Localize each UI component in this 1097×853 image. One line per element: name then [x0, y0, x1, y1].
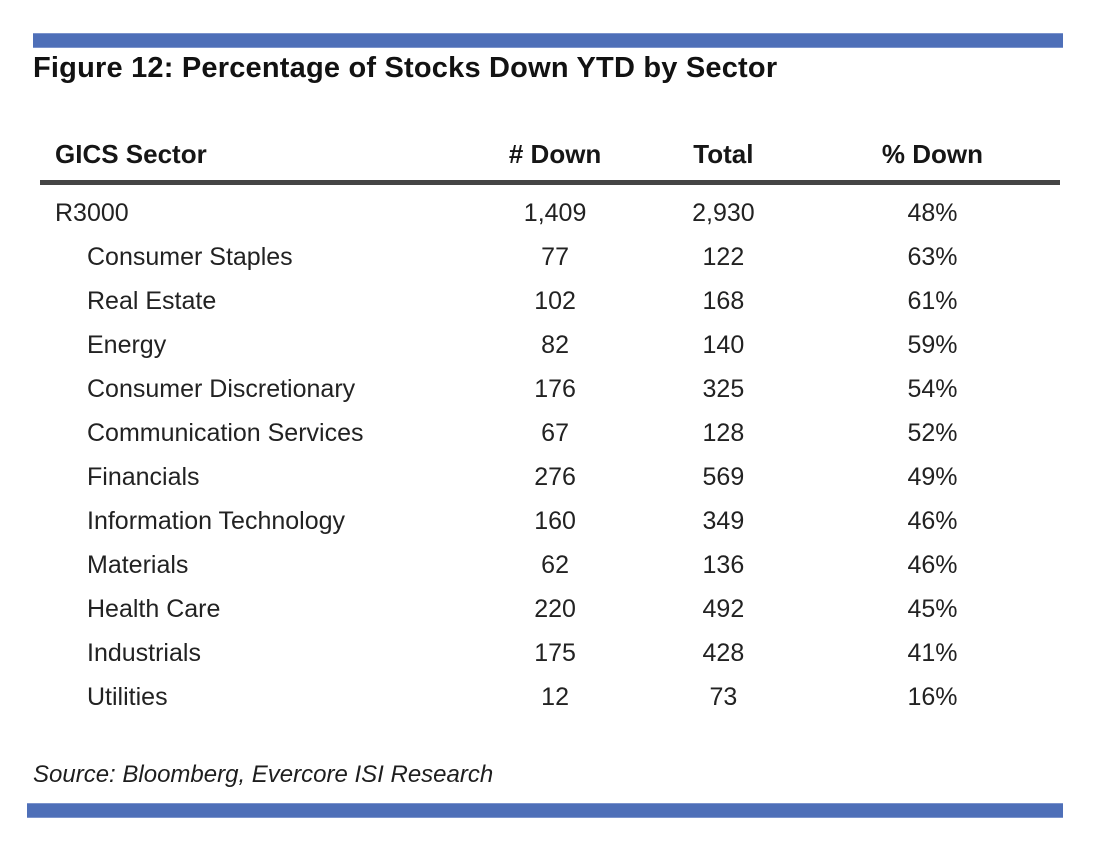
num-down-cell: 82	[541, 330, 569, 359]
total-cell: 128	[702, 418, 745, 447]
table-row: Communication Services 67 128 52%	[40, 411, 1060, 455]
sector-name-cell: Utilities	[87, 682, 168, 711]
bottom-accent-bar	[27, 803, 1063, 818]
total-cell: 168	[702, 286, 745, 315]
pct-down-cell: 54%	[907, 374, 958, 403]
total-cell: 492	[702, 594, 745, 623]
total-cell: 73	[709, 682, 738, 711]
pct-down-cell: 46%	[907, 550, 958, 579]
table-row: Health Care 220 492 45%	[40, 587, 1060, 631]
table-row: Materials 62 136 46%	[40, 543, 1060, 587]
pct-down-cell: 48%	[907, 198, 958, 227]
total-cell: 325	[702, 374, 745, 403]
total-cell: 136	[702, 550, 745, 579]
total-cell: 428	[702, 638, 745, 667]
column-header-gics-sector: GICS Sector	[40, 133, 469, 185]
table-row: R3000 1,409 2,930 48%	[40, 183, 1060, 236]
table-body: R3000 1,409 2,930 48% Consumer Staples 7…	[40, 183, 1060, 720]
pct-down-cell: 45%	[907, 594, 958, 623]
figure-title: Figure 12: Percentage of Stocks Down YTD…	[33, 52, 778, 84]
pct-down-cell: 49%	[907, 462, 958, 491]
table-row: Financials 276 569 49%	[40, 455, 1060, 499]
sector-name-cell: Financials	[87, 462, 200, 491]
sector-name-cell: Health Care	[87, 594, 221, 623]
num-down-cell: 160	[534, 506, 576, 535]
num-down-cell: 77	[541, 242, 569, 271]
table-row: Information Technology 160 349 46%	[40, 499, 1060, 543]
total-cell: 349	[702, 506, 745, 535]
num-down-cell: 67	[541, 418, 569, 447]
num-down-cell: 62	[541, 550, 569, 579]
sector-name-cell: Industrials	[87, 638, 201, 667]
column-header-pct-down: % Down	[804, 133, 1060, 185]
total-cell: 140	[702, 330, 745, 359]
sector-name-cell: Materials	[87, 550, 189, 579]
table-row: Utilities 12 73 16%	[40, 675, 1060, 719]
total-cell: 569	[702, 462, 745, 491]
pct-down-cell: 41%	[907, 638, 958, 667]
total-cell: 122	[702, 242, 745, 271]
table-header-row: GICS Sector # Down Total % Down	[40, 133, 1060, 185]
sector-name-cell: R3000	[55, 198, 129, 227]
source-note: Source: Bloomberg, Evercore ISI Research	[33, 761, 494, 788]
pct-down-cell: 59%	[907, 330, 958, 359]
table-row: Energy 82 140 59%	[40, 323, 1060, 367]
num-down-cell: 220	[534, 594, 576, 623]
top-accent-bar	[33, 33, 1063, 48]
pct-down-cell: 52%	[907, 418, 958, 447]
num-down-cell: 102	[534, 286, 576, 315]
num-down-cell: 176	[534, 374, 576, 403]
table-row: Consumer Staples 77 122 63%	[40, 235, 1060, 279]
sector-name-cell: Real Estate	[87, 286, 217, 315]
num-down-cell: 12	[541, 682, 569, 711]
sector-name-cell: Consumer Discretionary	[87, 374, 356, 403]
sector-name-cell: Energy	[87, 330, 167, 359]
pct-down-cell: 61%	[907, 286, 958, 315]
num-down-cell: 276	[534, 462, 576, 491]
table-row: Industrials 175 428 41%	[40, 631, 1060, 675]
num-down-cell: 1,409	[523, 198, 587, 227]
column-header-total: Total	[641, 133, 805, 185]
num-down-cell: 175	[534, 638, 576, 667]
pct-down-cell: 16%	[907, 682, 958, 711]
pct-down-cell: 63%	[907, 242, 958, 271]
sector-name-cell: Communication Services	[87, 418, 364, 447]
table-row: Real Estate 102 168 61%	[40, 279, 1060, 323]
sector-table: GICS Sector # Down Total % Down R3000 1,…	[40, 133, 1060, 719]
total-cell: 2,930	[692, 198, 755, 227]
column-header-num-down: # Down	[468, 133, 642, 185]
sector-name-cell: Information Technology	[87, 506, 346, 535]
table-row: Consumer Discretionary 176 325 54%	[40, 367, 1060, 411]
sector-name-cell: Consumer Staples	[87, 242, 293, 271]
pct-down-cell: 46%	[907, 506, 958, 535]
